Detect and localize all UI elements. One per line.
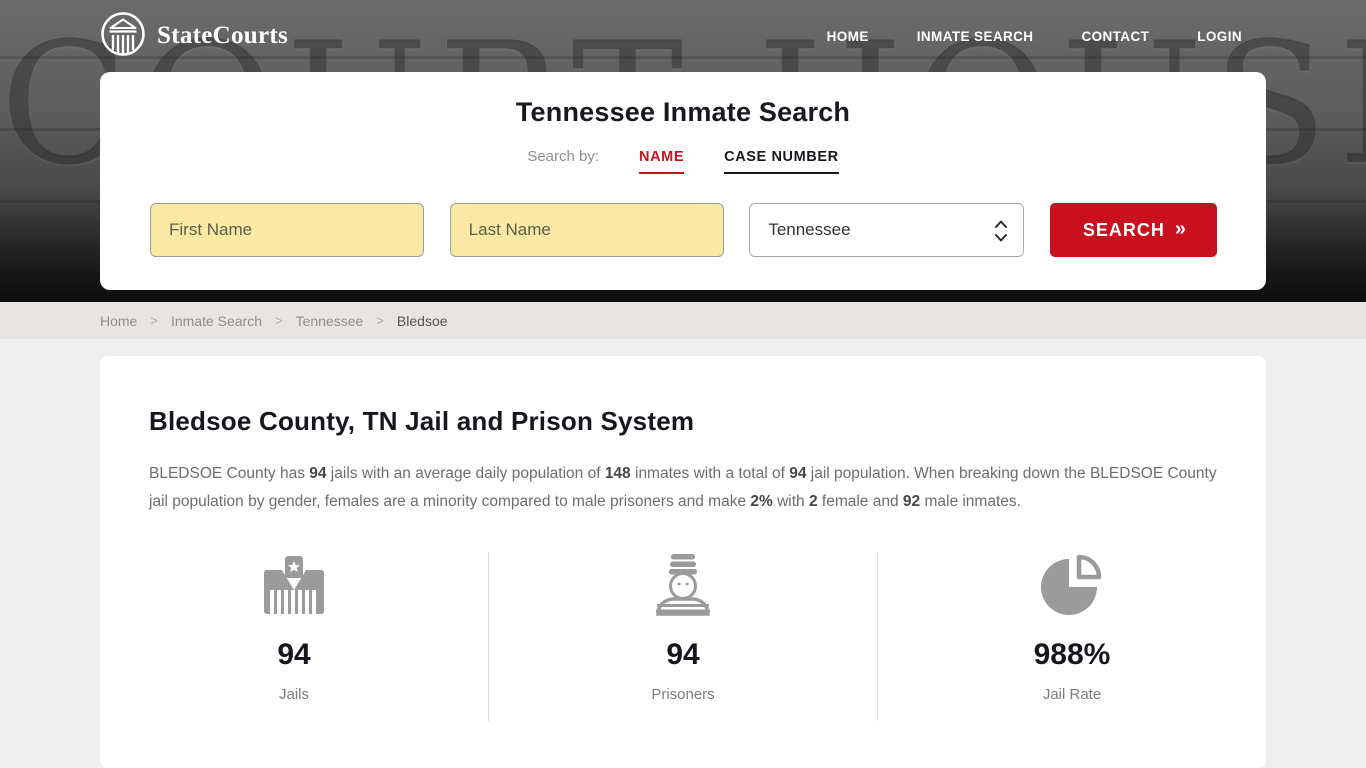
main-nav: HOME INMATE SEARCH CONTACT LOGIN xyxy=(827,29,1242,44)
chevron-updown-icon xyxy=(994,219,1008,248)
last-name-input[interactable] xyxy=(449,203,724,257)
breadcrumb-separator-icon: > xyxy=(150,313,158,328)
county-stats-row: 94 Jails 94 xyxy=(100,552,1266,721)
county-heading: Bledsoe County, TN Jail and Prison Syste… xyxy=(149,406,695,436)
jail-icon xyxy=(100,552,488,616)
breadcrumb-link-inmate-search[interactable]: Inmate Search xyxy=(170,312,263,329)
county-content-card: Bledsoe County, TN Jail and Prison Syste… xyxy=(100,356,1266,768)
stat-prisoners: 94 Prisoners xyxy=(488,552,877,721)
state-select-value: Tennessee xyxy=(768,220,851,239)
search-by-row: Search by: NAME CASE NUMBER xyxy=(100,148,1266,174)
search-form: Tennessee SEARCH » xyxy=(150,203,1217,257)
pie-chart-icon xyxy=(878,552,1266,616)
top-navigation-bar: StateCourts HOME INMATE SEARCH CONTACT L… xyxy=(0,0,1366,72)
search-button-label: SEARCH xyxy=(1082,219,1165,240)
breadcrumb-separator-icon: > xyxy=(376,313,384,328)
nav-link-contact[interactable]: CONTACT xyxy=(1081,28,1150,44)
stat-jail-rate: 988% Jail Rate xyxy=(877,552,1266,721)
stat-label: Jails xyxy=(278,686,309,703)
nav-link-home[interactable]: HOME xyxy=(826,28,869,44)
nav-link-inmate-search[interactable]: INMATE SEARCH xyxy=(916,28,1034,44)
stat-jails: 94 Jails xyxy=(100,552,488,721)
inmate-search-card: Tennessee Inmate Search Search by: NAME … xyxy=(100,72,1266,290)
page-title: Tennessee Inmate Search xyxy=(515,97,851,127)
prisoner-icon xyxy=(489,552,877,616)
breadcrumb: Home > Inmate Search > Tennessee > Bleds… xyxy=(0,302,1366,339)
nav-link-login[interactable]: LOGIN xyxy=(1197,28,1242,44)
stat-label: Jail Rate xyxy=(1042,686,1102,703)
stat-value: 94 xyxy=(277,638,311,671)
stat-label: Prisoners xyxy=(651,686,715,703)
brand-name: StateCourts xyxy=(157,22,289,49)
tab-name[interactable]: NAME xyxy=(639,149,685,174)
county-summary: BLEDSOE County has 94 jails with an aver… xyxy=(149,465,1217,510)
state-select[interactable]: Tennessee xyxy=(749,203,1025,257)
courthouse-icon xyxy=(100,11,146,62)
breadcrumb-separator-icon: > xyxy=(275,313,283,328)
search-by-label: Search by: xyxy=(527,148,600,165)
search-button[interactable]: SEARCH » xyxy=(1049,203,1217,257)
stat-value: 94 xyxy=(666,638,700,671)
breadcrumb-link-tennessee[interactable]: Tennessee xyxy=(295,312,364,329)
statecourts-logo[interactable]: StateCourts xyxy=(100,11,288,62)
double-chevron-icon: » xyxy=(1174,218,1186,240)
first-name-input[interactable] xyxy=(150,203,424,257)
breadcrumb-link-home[interactable]: Home xyxy=(100,312,138,329)
breadcrumb-current-bledsoe: Bledsoe xyxy=(396,312,448,329)
stat-value: 988% xyxy=(1033,638,1111,671)
tab-case-number[interactable]: CASE NUMBER xyxy=(724,149,839,174)
